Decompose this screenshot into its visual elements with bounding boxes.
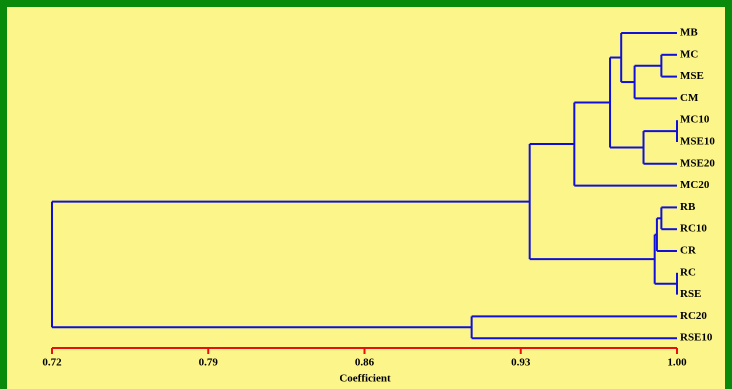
leaf-label: MC10 <box>680 114 710 126</box>
leaf-label: RC10 <box>680 223 707 235</box>
x-tick-label: 0.72 <box>42 357 62 369</box>
leaf-label: RSE <box>680 288 701 300</box>
leaf-label: MSE20 <box>680 157 715 169</box>
x-tick-label: 0.86 <box>355 357 375 369</box>
leaf-label: CR <box>680 245 697 257</box>
x-tick-label: 0.79 <box>199 357 219 369</box>
leaf-label: CM <box>680 92 699 104</box>
leaf-label: RSE10 <box>680 332 713 344</box>
leaf-label: RC20 <box>680 310 707 322</box>
leaf-label: RC <box>680 266 696 278</box>
x-axis-label: Coefficient <box>339 373 391 385</box>
leaf-label: MC20 <box>680 179 710 191</box>
leaf-label: MSE <box>680 70 704 82</box>
x-tick-label: 0.93 <box>511 357 531 369</box>
leaf-label: MB <box>680 27 698 39</box>
leaf-label: RB <box>680 201 696 213</box>
x-tick-label: 1.00 <box>667 357 687 369</box>
leaf-label: MC <box>680 48 698 60</box>
leaf-label: MSE10 <box>680 136 715 148</box>
